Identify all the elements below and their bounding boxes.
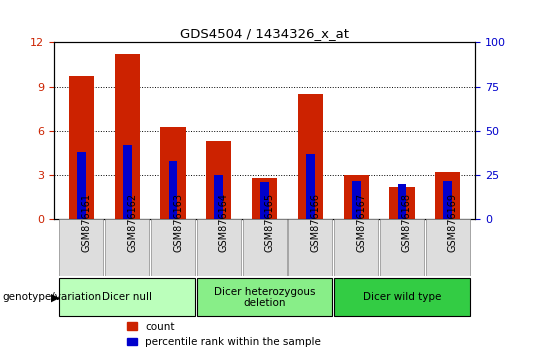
FancyBboxPatch shape (197, 219, 241, 276)
FancyBboxPatch shape (288, 219, 332, 276)
Text: GSM876161: GSM876161 (82, 193, 91, 252)
FancyBboxPatch shape (380, 219, 424, 276)
Bar (343, 175, 369, 219)
Text: GSM876164: GSM876164 (219, 193, 229, 252)
FancyBboxPatch shape (197, 278, 332, 316)
Bar (206, 141, 232, 219)
FancyBboxPatch shape (151, 219, 195, 276)
Text: GSM876168: GSM876168 (402, 193, 412, 252)
Bar (397, 184, 407, 219)
Text: GSM876162: GSM876162 (127, 193, 137, 252)
Bar (389, 187, 415, 219)
Bar (306, 154, 315, 219)
Text: Dicer heterozygous
deletion: Dicer heterozygous deletion (214, 286, 315, 308)
Text: GSM876166: GSM876166 (310, 193, 320, 252)
FancyBboxPatch shape (242, 219, 287, 276)
Bar (352, 181, 361, 219)
Bar (114, 54, 140, 219)
FancyBboxPatch shape (426, 219, 470, 276)
Bar (298, 94, 323, 219)
FancyBboxPatch shape (105, 219, 149, 276)
Text: genotype/variation: genotype/variation (3, 292, 102, 302)
Title: GDS4504 / 1434326_x_at: GDS4504 / 1434326_x_at (180, 27, 349, 40)
Bar (160, 127, 186, 219)
FancyBboxPatch shape (59, 278, 195, 316)
Bar (443, 181, 452, 219)
Text: Dicer wild type: Dicer wild type (363, 292, 441, 302)
Text: GSM876163: GSM876163 (173, 193, 183, 252)
Bar (69, 76, 94, 219)
Bar (260, 182, 269, 219)
FancyBboxPatch shape (59, 219, 104, 276)
FancyBboxPatch shape (334, 278, 470, 316)
Text: GSM876167: GSM876167 (356, 193, 366, 252)
Bar (214, 175, 223, 219)
Text: Dicer null: Dicer null (102, 292, 152, 302)
Bar (77, 152, 86, 219)
Text: GSM876169: GSM876169 (448, 193, 458, 252)
Bar (435, 172, 460, 219)
Bar (252, 178, 277, 219)
FancyBboxPatch shape (334, 219, 378, 276)
Legend: count, percentile rank within the sample: count, percentile rank within the sample (123, 318, 325, 351)
Bar (168, 161, 178, 219)
Text: ▶: ▶ (51, 292, 59, 302)
Text: GSM876165: GSM876165 (265, 193, 275, 252)
Bar (123, 145, 132, 219)
